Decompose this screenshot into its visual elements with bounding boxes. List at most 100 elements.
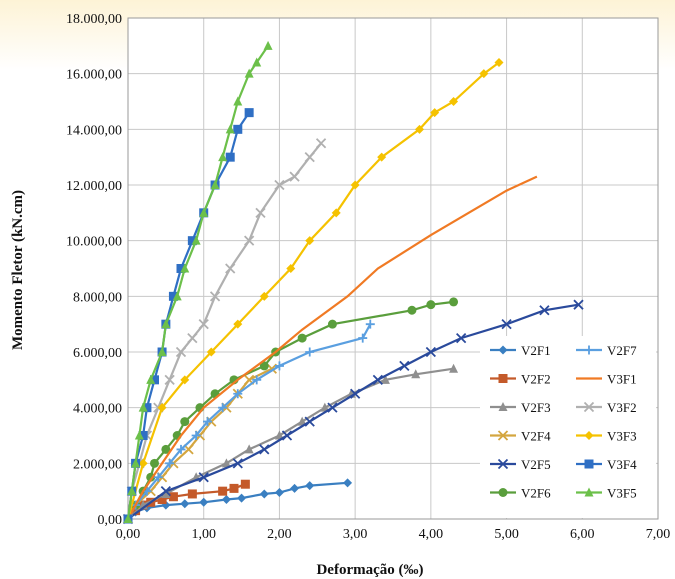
data-point (305, 481, 315, 491)
data-point (237, 493, 247, 503)
legend-marker (498, 488, 508, 497)
data-point (180, 499, 190, 509)
data-point (146, 374, 156, 384)
legend-marker (498, 374, 508, 383)
data-point (274, 430, 284, 440)
series-line (127, 303, 579, 520)
data-point (187, 236, 197, 246)
data-point (138, 431, 148, 440)
legend-marker (583, 401, 595, 413)
y-tick-label: 12.000,00 (66, 179, 122, 194)
data-point (161, 444, 171, 454)
data-point (244, 68, 254, 78)
data-point (244, 444, 254, 454)
data-point (199, 497, 209, 507)
data-point (343, 478, 353, 488)
data-point (573, 299, 584, 310)
data-point (225, 124, 235, 134)
x-tick-label: 6,00 (570, 527, 595, 542)
data-point (138, 458, 148, 468)
legend-item-v3f2: V3F2 (576, 400, 637, 415)
data-point (456, 332, 467, 344)
y-tick-label: 0,00 (98, 513, 123, 528)
data-point (411, 369, 421, 379)
data-point (168, 291, 178, 301)
data-point (233, 389, 243, 399)
data-point (259, 444, 270, 455)
data-point (123, 514, 133, 523)
data-point (327, 319, 337, 329)
data-point (350, 388, 361, 399)
data-point (157, 495, 167, 505)
legend-label: V2F4 (521, 429, 551, 444)
data-point (315, 138, 327, 149)
legend-label: V3F1 (607, 372, 637, 387)
data-point (134, 430, 144, 440)
data-point (399, 360, 410, 372)
data-point (286, 264, 296, 273)
data-point (161, 488, 171, 498)
data-point (176, 264, 186, 273)
legend-label: V3F3 (607, 429, 637, 444)
legend-item-v3f4: V3F4 (576, 457, 637, 472)
legend-item-v2f1: V2F1 (490, 343, 551, 358)
x-tick-label: 2,00 (267, 527, 292, 542)
legend-item-v2f5: V2F5 (490, 457, 551, 472)
y-tick-label: 10.000,00 (66, 235, 122, 250)
data-point (304, 152, 315, 163)
legend-item-v3f3: V3F3 (576, 429, 637, 444)
data-point (232, 458, 243, 469)
data-point (233, 96, 243, 106)
data-point (180, 263, 190, 273)
data-point (164, 374, 175, 385)
legend-item-v2f2: V2F2 (490, 372, 551, 387)
axes: 0,00 1,00 2,00 3,00 4,00 5,00 6,00 7,00 0,00 2.00… (66, 12, 670, 542)
data-point (180, 375, 190, 385)
data-point (305, 347, 315, 357)
data-point (218, 403, 228, 413)
data-point (157, 347, 167, 356)
data-point (252, 57, 262, 67)
data-point (157, 403, 167, 413)
data-point (281, 430, 293, 441)
data-point (449, 97, 459, 106)
data-point (225, 263, 236, 274)
legend-marker (584, 459, 594, 469)
legend-item-v3f1: V3F1 (576, 372, 637, 387)
data-point (252, 375, 262, 385)
data-point (407, 305, 417, 315)
y-tick-label: 16.000,00 (66, 68, 122, 83)
x-tick-label: 0,00 (116, 527, 141, 542)
data-point (209, 291, 221, 302)
data-point (358, 333, 368, 343)
legend-label: V3F5 (607, 486, 637, 501)
x-tick-label: 7,00 (646, 527, 671, 542)
data-point (138, 402, 148, 412)
data-point (165, 458, 175, 468)
data-point (218, 486, 228, 496)
data-point (131, 458, 141, 468)
data-point (255, 207, 266, 218)
data-point (142, 403, 152, 413)
data-point (198, 472, 209, 483)
y-tick-label: 14.000,00 (66, 123, 122, 138)
data-point (304, 416, 315, 427)
legend-marker (497, 458, 509, 470)
data-point (218, 152, 228, 162)
data-point (191, 235, 201, 245)
legend-marker (498, 345, 508, 355)
legend-item-v2f6: V2F6 (490, 486, 551, 501)
data-point (331, 208, 341, 218)
y-axis-label: Momento Fletor (kN.cm) (10, 190, 26, 350)
data-point (206, 347, 216, 357)
series-line (126, 111, 251, 520)
x-tick-label: 3,00 (343, 527, 368, 542)
data-point (233, 124, 243, 134)
data-point (263, 40, 273, 50)
data-point (240, 479, 250, 489)
data-point (244, 235, 255, 246)
series-v2f7 (123, 319, 375, 524)
data-point (350, 180, 360, 190)
data-point (172, 291, 182, 301)
